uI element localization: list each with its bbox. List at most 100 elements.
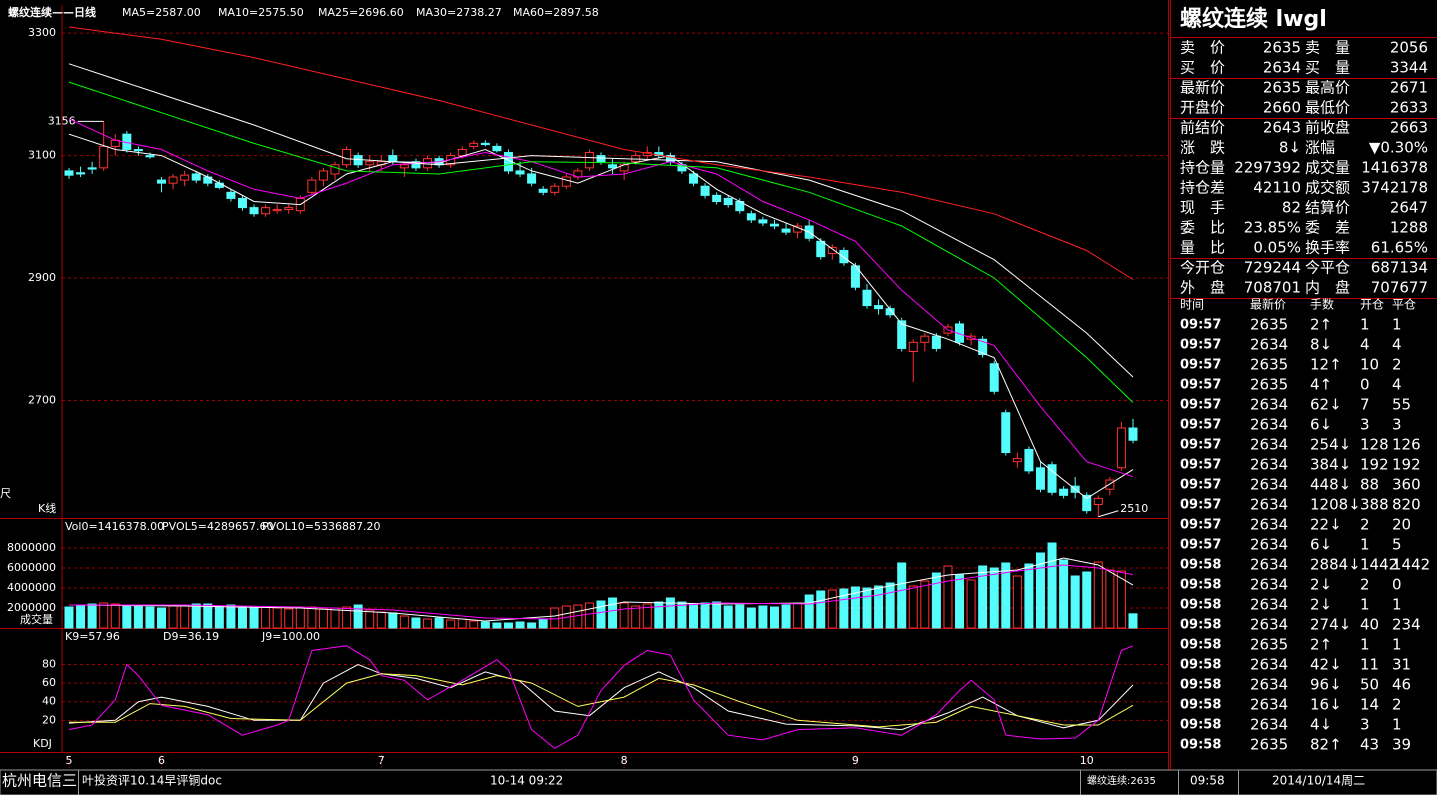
trade-cell: 09:57 bbox=[1180, 338, 1221, 353]
volume-bar bbox=[619, 602, 629, 629]
volume-bar bbox=[226, 604, 236, 629]
status-text: 09:58 bbox=[1190, 774, 1225, 788]
trade-cell: 82↑ bbox=[1310, 736, 1342, 754]
trade-cell: 39 bbox=[1392, 736, 1411, 754]
candle-body bbox=[191, 173, 201, 181]
volume-bar bbox=[376, 611, 386, 629]
volume-bar bbox=[874, 585, 884, 629]
status-text: 10-14 09:22 bbox=[490, 774, 563, 788]
quote-label: 内 盘 bbox=[1305, 279, 1350, 297]
candle-body bbox=[746, 213, 756, 221]
volume-bar bbox=[434, 617, 444, 629]
y-tick-label: 4000000 bbox=[7, 581, 56, 594]
legend-entry: MA60=2897.58 bbox=[513, 6, 599, 19]
trade-cell: 0 bbox=[1360, 376, 1370, 394]
volume-bar bbox=[295, 607, 305, 629]
trade-cell: 2634 bbox=[1250, 536, 1288, 554]
trade-cell: 2634 bbox=[1250, 616, 1288, 634]
volume-bar bbox=[446, 619, 456, 629]
candle-body bbox=[480, 142, 490, 146]
trade-cell: 09:58 bbox=[1180, 698, 1221, 713]
candle-body bbox=[1001, 412, 1011, 453]
legend-entry: MA5=2587.00 bbox=[122, 6, 201, 19]
trade-cell: 2635 bbox=[1250, 376, 1288, 394]
volume-bar bbox=[1012, 575, 1022, 629]
quote-label: 量 比 bbox=[1180, 239, 1225, 257]
quote-label: 最新价 bbox=[1180, 79, 1225, 97]
trade-cell: 2884↓ bbox=[1310, 556, 1361, 574]
quote-value: 0.05% bbox=[1253, 239, 1301, 257]
trade-cell: 2 bbox=[1360, 516, 1370, 534]
trade-cell: 20 bbox=[1392, 516, 1411, 534]
candle-body bbox=[423, 158, 433, 169]
trade-cell: 09:57 bbox=[1180, 538, 1221, 553]
trade-cell: 448↓ bbox=[1310, 476, 1351, 494]
candle-body bbox=[538, 188, 548, 193]
trade-cell: 3 bbox=[1360, 716, 1370, 734]
quote-value: 2660 bbox=[1263, 99, 1301, 117]
candle-body bbox=[1047, 464, 1057, 493]
trade-cell: 2634 bbox=[1250, 516, 1288, 534]
quote-value: 708701 bbox=[1244, 279, 1301, 297]
candle-body bbox=[457, 148, 467, 157]
series-line bbox=[68, 118, 1134, 478]
candle-body bbox=[561, 176, 571, 187]
legend-entry: K9=57.96 bbox=[65, 630, 120, 643]
quote-value: 687134 bbox=[1371, 259, 1428, 277]
candle-body bbox=[1105, 479, 1115, 490]
quote-value: 2635 bbox=[1263, 79, 1301, 97]
volume-bar bbox=[122, 605, 132, 629]
y-tick-label: 80 bbox=[42, 657, 56, 670]
trade-cell: 8↓ bbox=[1310, 336, 1332, 354]
volume-bar bbox=[723, 605, 733, 629]
trade-cell: 62↓ bbox=[1310, 396, 1342, 414]
panel-label: 成交量 bbox=[20, 612, 53, 626]
trade-cell: 1442 bbox=[1392, 556, 1430, 574]
legend-entry: PVOL5=4289657.60 bbox=[162, 520, 273, 533]
volume-bar bbox=[423, 618, 433, 629]
quote-label: 涨幅 bbox=[1305, 139, 1335, 157]
trade-cell: 1 bbox=[1392, 716, 1402, 734]
candle-body bbox=[99, 145, 109, 169]
trade-cell: 6↓ bbox=[1310, 416, 1332, 434]
trade-cell: 2↑ bbox=[1310, 316, 1332, 334]
trade-cell: 126 bbox=[1392, 436, 1421, 454]
trade-cell: 09:58 bbox=[1180, 738, 1221, 753]
quote-label: 最低价 bbox=[1305, 99, 1350, 117]
quote-label: 买 价 bbox=[1180, 59, 1225, 77]
volume-bar bbox=[307, 606, 317, 629]
trade-cell: 1 bbox=[1392, 316, 1402, 334]
volume-bar bbox=[399, 615, 409, 629]
quote-value: 2635 bbox=[1263, 39, 1301, 57]
quote-value: 82 bbox=[1282, 199, 1301, 217]
candle-body bbox=[353, 155, 363, 166]
y-tick-label: 20 bbox=[42, 713, 56, 726]
trade-cell: 2634 bbox=[1250, 336, 1288, 354]
candle-body bbox=[388, 155, 398, 163]
trade-cell: 1442 bbox=[1360, 556, 1398, 574]
trade-cell: 2↑ bbox=[1310, 636, 1332, 654]
quote-label: 委 比 bbox=[1180, 219, 1225, 237]
trade-cell: 6↓ bbox=[1310, 536, 1332, 554]
quote-value: 2633 bbox=[1390, 99, 1428, 117]
candle-body bbox=[214, 182, 224, 188]
volume-bar bbox=[897, 562, 907, 629]
trade-cell: 3 bbox=[1360, 416, 1370, 434]
trade-cell: 09:58 bbox=[1180, 638, 1221, 653]
volume-bar bbox=[584, 602, 594, 629]
candle-body bbox=[1024, 448, 1034, 472]
volume-bar bbox=[758, 605, 768, 629]
trade-cell: 09:58 bbox=[1180, 658, 1221, 673]
candle-body bbox=[1082, 494, 1092, 512]
series-line bbox=[69, 564, 1134, 620]
trade-cell: 1 bbox=[1360, 316, 1370, 334]
annotation-leader bbox=[1098, 510, 1119, 518]
volume-bar bbox=[515, 621, 525, 629]
candle-body bbox=[515, 170, 525, 175]
trade-cell: 09:57 bbox=[1180, 438, 1221, 453]
trade-cell: 2634 bbox=[1250, 596, 1288, 614]
candle-body bbox=[226, 191, 236, 199]
candle-body bbox=[550, 185, 560, 193]
